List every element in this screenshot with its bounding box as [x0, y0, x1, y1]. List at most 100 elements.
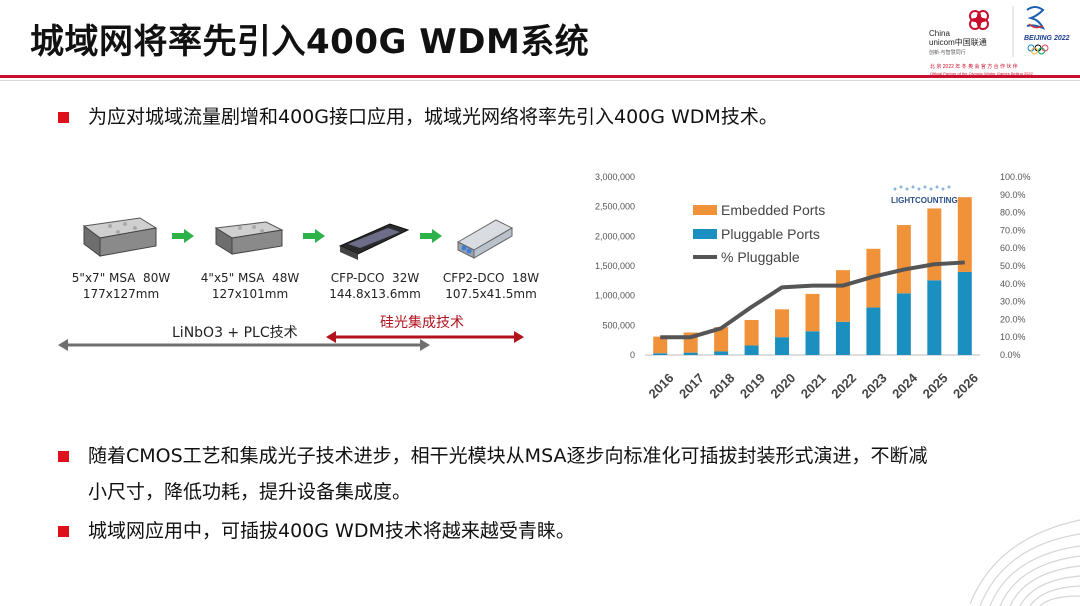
decorative-swirl-pattern [970, 519, 1080, 606]
cfp-dco-module-image [338, 223, 410, 260]
sponsor-logos: China unicom中国联通 创新·与智慧同行 BEIJING 2022 北… [929, 6, 1070, 76]
module-caption: 5"x7" MSA 80W 177x127mm [66, 270, 176, 302]
bar-embedded [896, 225, 911, 294]
module-size: 144.8x13.6mm [329, 287, 421, 301]
pluggable-ports-chart: 0 500,000 1,000,000 1,500,000 2,000,000 2,500… [595, 172, 1031, 402]
module-name: 5"x7" MSA 80W [71, 271, 171, 285]
y-tick-label: 2,500,000 [595, 202, 635, 212]
module-size: 127x101mm [211, 287, 289, 301]
bullet-square-icon [58, 451, 69, 462]
legend-label: Pluggable Ports [721, 226, 820, 242]
msa-4x5-module-image [214, 221, 284, 255]
module-caption: CFP2-DCO 18W 107.5x41.5mm [436, 270, 546, 302]
bar-embedded [653, 336, 668, 354]
y2-tick-label: 100.0% [1000, 172, 1031, 182]
x-tick-label: 2023 [859, 370, 890, 401]
svg-text:China: China [929, 29, 950, 38]
svg-text:北 京 2022 年 冬 奥 会 官 方 合 作 伙 伴: 北 京 2022 年 冬 奥 会 官 方 合 作 伙 伴 [930, 63, 1018, 70]
x-tick-label: 2021 [798, 370, 829, 401]
beijing-2022-logo: BEIJING 2022 [1024, 6, 1070, 55]
y2-tick-label: 20.0% [1000, 314, 1026, 324]
bullet-item: 为应对城域流量剧增和400G接口应用，城域光网络将率先引入400G WDM技术。 [58, 102, 778, 132]
pct-pluggable-line [660, 260, 965, 340]
bar-pluggable [714, 351, 729, 355]
bar-embedded [957, 197, 972, 272]
y2-tick-label: 40.0% [1000, 279, 1026, 289]
x-tick-label: 2019 [737, 370, 768, 401]
title-divider [0, 80, 1080, 81]
bullet-square-icon [58, 112, 69, 123]
legend-label: Embedded Ports [721, 202, 825, 218]
y2-tick-label: 10.0% [1000, 332, 1026, 342]
bar-pluggable [835, 321, 850, 355]
bar-pluggable [896, 293, 911, 355]
bullet-square-icon [58, 526, 69, 537]
linbo3-label: LiNbO3 + PLC技术 [172, 325, 298, 341]
y-tick-label: 2,000,000 [595, 231, 635, 241]
module-name: CFP-DCO 32W [330, 271, 420, 285]
y2-tick-label: 0.0% [1000, 350, 1021, 360]
bar-pluggable [927, 280, 942, 355]
x-tick-label: 2018 [706, 370, 737, 401]
legend-swatch-pluggable [693, 229, 717, 239]
bar-embedded [927, 208, 942, 281]
x-tick-label: 2022 [828, 370, 859, 401]
bar-pluggable [653, 353, 668, 355]
title-underline [0, 75, 1080, 78]
y2-tick-label: 50.0% [1000, 261, 1026, 271]
bar-pluggable [866, 307, 881, 355]
bar-pluggable [683, 352, 698, 355]
bar-embedded [714, 327, 729, 352]
module-name: 4"x5" MSA 48W [200, 271, 300, 285]
page-title: 城域网将率先引入400G WDM系统 [30, 22, 590, 62]
bar-embedded [775, 309, 790, 338]
module-caption: CFP-DCO 32W 144.8x13.6mm [320, 270, 430, 302]
right-arrow-icon [303, 229, 325, 243]
y2-tick-label: 90.0% [1000, 190, 1026, 200]
y-tick-label: 500,000 [602, 320, 635, 330]
silicon-photonics-label: 硅光集成技术 [380, 315, 464, 331]
bullet-item: 随着CMOS工艺和集成光子技术进步，相干光模块从MSA逐步向标准化可插拔封装形式… [58, 441, 1058, 507]
bar-pluggable [775, 337, 790, 355]
y2-tick-label: 80.0% [1000, 208, 1026, 218]
svg-text:Official Partner of the Olympi: Official Partner of the Olympic Winter G… [930, 71, 1034, 76]
svg-text:创新·与智慧同行: 创新·与智慧同行 [929, 49, 966, 56]
linbo3-range-arrow [58, 339, 430, 351]
x-tick-label: 2017 [676, 370, 707, 401]
legend-swatch-embedded [693, 205, 717, 215]
x-tick-label: 2025 [920, 370, 951, 401]
x-tick-label: 2020 [767, 370, 798, 401]
module-size: 107.5x41.5mm [445, 287, 537, 301]
svg-text:unicom中国联通: unicom中国联通 [929, 37, 987, 47]
bar-pluggable [957, 271, 972, 355]
y2-tick-label: 60.0% [1000, 243, 1026, 253]
x-tick-label: 2024 [889, 370, 921, 402]
y-tick-label: 1,500,000 [595, 261, 635, 271]
y-tick-label: 3,000,000 [595, 172, 635, 182]
y2-tick-label: 30.0% [1000, 297, 1026, 307]
right-arrow-icon [172, 229, 194, 243]
svg-text:LIGHTCOUNTING: LIGHTCOUNTING [891, 196, 958, 205]
china-unicom-logo: China unicom中国联通 创新·与智慧同行 [929, 10, 989, 56]
cfp2-dco-module-image [456, 219, 514, 259]
module-name: CFP2-DCO 18W [442, 271, 540, 285]
msa-5x7-module-image [82, 217, 158, 257]
bar-pluggable [744, 345, 759, 355]
chart-legend: Embedded Ports Pluggable Ports % Pluggab… [693, 202, 825, 265]
bar-embedded [744, 319, 759, 346]
svg-text:BEIJING 2022: BEIJING 2022 [1024, 35, 1070, 42]
silicon-photonics-range-arrow [326, 331, 524, 343]
y-tick-label: 1,000,000 [595, 291, 635, 301]
bullet-text: 城域网应用中，可插拔400G WDM技术将越来越受青睐。 [88, 520, 575, 542]
module-caption: 4"x5" MSA 48W 127x101mm [195, 270, 305, 302]
legend-label: % Pluggable [721, 249, 800, 265]
y2-tick-label: 70.0% [1000, 225, 1026, 235]
bar-embedded [835, 270, 850, 322]
bullet-item: 城域网应用中，可插拔400G WDM技术将越来越受青睐。 [58, 516, 575, 546]
bullet-text: 随着CMOS工艺和集成光子技术进步，相干光模块从MSA逐步向标准化可插拔封装形式… [88, 445, 928, 467]
x-tick-label: 2026 [950, 370, 981, 401]
bullet-text: 为应对城域流量剧增和400G接口应用，城域光网络将率先引入400G WDM技术。 [88, 106, 778, 128]
lightcounting-watermark: LIGHTCOUNTING [891, 185, 958, 205]
x-tick-label: 2016 [646, 370, 677, 401]
bar-pluggable [805, 331, 820, 355]
